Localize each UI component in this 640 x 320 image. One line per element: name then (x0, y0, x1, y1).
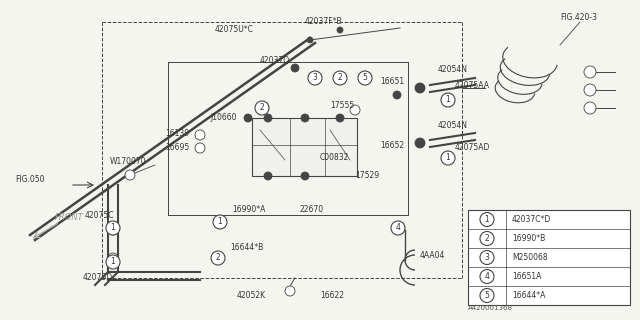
Circle shape (415, 83, 425, 93)
Text: 42054N: 42054N (438, 66, 468, 75)
Circle shape (264, 172, 272, 180)
Circle shape (333, 71, 347, 85)
Circle shape (211, 251, 225, 265)
Text: 16644*B: 16644*B (230, 244, 263, 252)
Text: J10660: J10660 (210, 114, 237, 123)
Circle shape (415, 138, 425, 148)
Circle shape (336, 114, 344, 122)
Circle shape (584, 84, 596, 96)
Text: A420001368: A420001368 (468, 305, 513, 311)
Text: 42075U*C: 42075U*C (215, 26, 254, 35)
Text: FIG.050: FIG.050 (15, 175, 45, 185)
Circle shape (301, 172, 309, 180)
Text: 16990*A: 16990*A (232, 205, 266, 214)
Text: 1: 1 (445, 95, 451, 105)
Circle shape (480, 251, 494, 265)
Circle shape (441, 93, 455, 107)
Circle shape (391, 221, 405, 235)
Text: 16622: 16622 (320, 291, 344, 300)
Circle shape (584, 66, 596, 78)
Circle shape (393, 91, 401, 99)
Text: 42075AA: 42075AA (455, 81, 490, 90)
Circle shape (195, 143, 205, 153)
Text: W170070: W170070 (110, 157, 147, 166)
Text: 42052K: 42052K (237, 291, 266, 300)
Circle shape (308, 71, 322, 85)
Text: 16990*B: 16990*B (512, 234, 545, 243)
Circle shape (125, 170, 135, 180)
Circle shape (337, 27, 343, 33)
Text: 17529: 17529 (355, 171, 379, 180)
Circle shape (285, 286, 295, 296)
Text: 16695: 16695 (165, 142, 189, 151)
Text: 2: 2 (216, 253, 220, 262)
Text: 1: 1 (111, 258, 115, 267)
Text: 42054N: 42054N (438, 121, 468, 130)
Circle shape (480, 212, 494, 227)
Circle shape (358, 71, 372, 85)
Text: 17555: 17555 (330, 100, 355, 109)
Text: FIG.420-3: FIG.420-3 (560, 13, 597, 22)
Circle shape (307, 37, 313, 43)
Text: 42037C*D: 42037C*D (512, 215, 551, 224)
Text: 4AA04: 4AA04 (420, 251, 445, 260)
Text: M250068: M250068 (512, 253, 548, 262)
Circle shape (106, 255, 120, 269)
Circle shape (291, 64, 299, 72)
Text: 5: 5 (363, 74, 367, 83)
Circle shape (480, 289, 494, 302)
Circle shape (244, 114, 252, 122)
Text: 2: 2 (338, 74, 342, 83)
Text: 3: 3 (312, 74, 317, 83)
Text: 22670: 22670 (300, 205, 324, 214)
Circle shape (584, 102, 596, 114)
Text: 2: 2 (260, 103, 264, 113)
Text: 42037Q: 42037Q (260, 55, 290, 65)
Circle shape (350, 105, 360, 115)
Text: 16652: 16652 (380, 140, 404, 149)
Text: C00832: C00832 (320, 154, 349, 163)
Text: 42075AD: 42075AD (455, 143, 490, 153)
Text: 42075D: 42075D (83, 273, 113, 282)
Circle shape (480, 269, 494, 284)
Circle shape (108, 225, 118, 235)
Circle shape (441, 151, 455, 165)
Text: 1: 1 (484, 215, 490, 224)
Bar (252, 118, 357, 176)
Text: 42037F*B: 42037F*B (305, 18, 342, 27)
Circle shape (195, 130, 205, 140)
Circle shape (108, 253, 118, 263)
Text: 1: 1 (445, 154, 451, 163)
Bar (468, 210, 630, 305)
Text: 16651: 16651 (380, 77, 404, 86)
Text: 16139: 16139 (165, 129, 189, 138)
Text: 1: 1 (218, 218, 222, 227)
Circle shape (301, 114, 309, 122)
Text: 16651A: 16651A (512, 272, 541, 281)
Circle shape (264, 114, 272, 122)
Circle shape (480, 231, 494, 245)
Text: 16644*A: 16644*A (512, 291, 545, 300)
Text: 5: 5 (484, 291, 490, 300)
Text: 1: 1 (111, 223, 115, 233)
Text: 3: 3 (484, 253, 490, 262)
Circle shape (213, 215, 227, 229)
Text: 4: 4 (396, 223, 401, 233)
Text: 42075C: 42075C (85, 211, 115, 220)
Circle shape (255, 101, 269, 115)
Text: 2: 2 (484, 234, 490, 243)
Circle shape (106, 221, 120, 235)
Text: 4: 4 (484, 272, 490, 281)
Text: FRONT: FRONT (55, 213, 84, 222)
